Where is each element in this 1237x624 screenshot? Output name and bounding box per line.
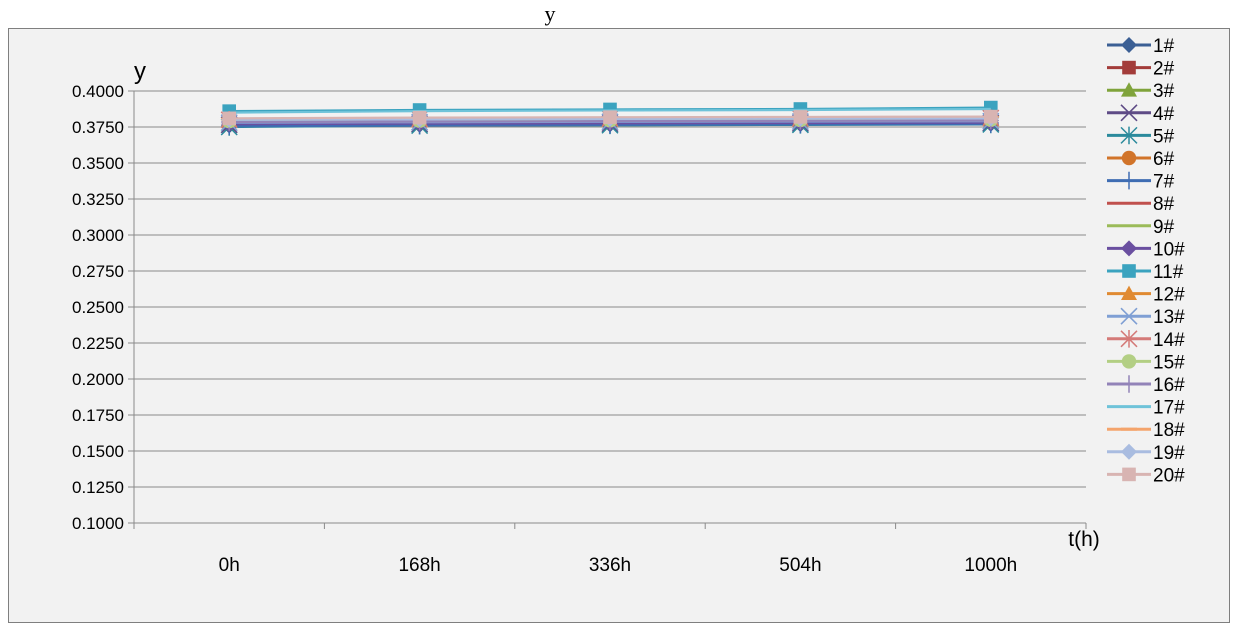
point-marker [412, 110, 427, 125]
point-marker [793, 110, 808, 124]
point-marker [1120, 126, 1138, 145]
point-marker [222, 111, 236, 126]
y-tick-label: 0.2500 [72, 298, 124, 317]
point-marker [1122, 467, 1136, 482]
point-marker [1120, 307, 1138, 325]
y-tick-label: 0.1500 [72, 442, 124, 461]
legend-label: 4# [1153, 104, 1175, 125]
y-tick-label: 0.2750 [72, 262, 124, 281]
legend-label: 15# [1153, 352, 1185, 373]
point-marker [603, 110, 617, 125]
point-marker [1121, 285, 1137, 300]
legend-label: 2# [1153, 59, 1175, 80]
y-tick-label: 0.4000 [72, 82, 124, 101]
point-marker [1121, 171, 1137, 190]
x-tick-label: 168h [398, 555, 440, 576]
legend-label: 16# [1153, 375, 1185, 396]
legend-label: 19# [1153, 443, 1185, 464]
point-marker [1121, 375, 1137, 393]
y-tick-label: 0.3250 [72, 190, 124, 209]
y-axis-label: y [134, 58, 146, 85]
x-tick-label: 504h [779, 555, 821, 576]
y-tick-label: 0.3750 [72, 118, 124, 137]
y-tick-label: 0.1000 [72, 514, 124, 533]
y-tick-label: 0.1750 [72, 406, 124, 425]
y-tick-label: 0.1250 [72, 478, 124, 497]
x-tick-label: 336h [589, 555, 631, 576]
y-tick-label: 0.3000 [72, 226, 124, 245]
x-tick-label: 1000h [964, 555, 1017, 576]
point-marker [1121, 240, 1137, 257]
x-axis-label: t(h) [1068, 528, 1100, 551]
legend-label: 17# [1153, 398, 1185, 419]
legend-label: 9# [1153, 217, 1175, 238]
point-marker [1121, 150, 1137, 166]
y-tick-label: 0.2000 [72, 370, 124, 389]
legend-label: 11# [1153, 262, 1184, 283]
legend-label: 13# [1153, 307, 1185, 328]
y-tick-label: 0.2250 [72, 334, 124, 353]
legend-label: 14# [1153, 330, 1185, 351]
point-marker [984, 109, 998, 124]
point-marker [1120, 104, 1138, 122]
point-marker [1122, 60, 1136, 75]
point-marker [1122, 264, 1136, 278]
line-chart: 0.1000 0.1250 0.1500 0.1750 0.2000 0.2250 0.25… [72, 36, 1185, 576]
point-marker [1120, 330, 1138, 348]
chart-title: y [544, 1, 556, 26]
legend-label: 8# [1153, 194, 1175, 215]
point-marker [1121, 82, 1137, 97]
legend-label: 20# [1153, 465, 1185, 486]
y-tick-label: 0.3500 [72, 154, 124, 173]
point-marker [1121, 443, 1137, 460]
legend-label: 1# [1153, 36, 1175, 57]
x-tick-label: 0h [219, 555, 240, 576]
legend-label: 10# [1153, 239, 1185, 260]
point-marker [1121, 37, 1137, 53]
point-marker [1121, 354, 1137, 369]
chart-area: 0.1000 0.1250 0.1500 0.1750 0.2000 0.2250 0.25… [8, 28, 1230, 623]
legend-label: 7# [1153, 172, 1175, 193]
legend-label: 12# [1153, 285, 1185, 306]
legend-label: 5# [1153, 126, 1175, 147]
legend-label: 3# [1153, 81, 1175, 102]
legend-label: 6# [1153, 149, 1175, 170]
legend-label: 18# [1153, 420, 1185, 441]
